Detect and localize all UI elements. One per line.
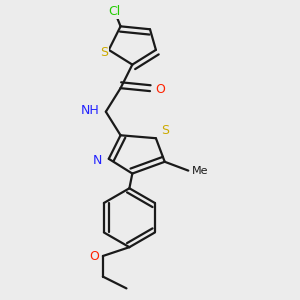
Text: Cl: Cl [109,5,121,18]
Text: S: S [161,124,169,137]
Text: O: O [155,83,165,96]
Text: N: N [93,154,102,167]
Text: S: S [100,46,108,59]
Text: Me: Me [192,166,208,176]
Text: NH: NH [80,104,99,117]
Text: O: O [89,250,99,262]
